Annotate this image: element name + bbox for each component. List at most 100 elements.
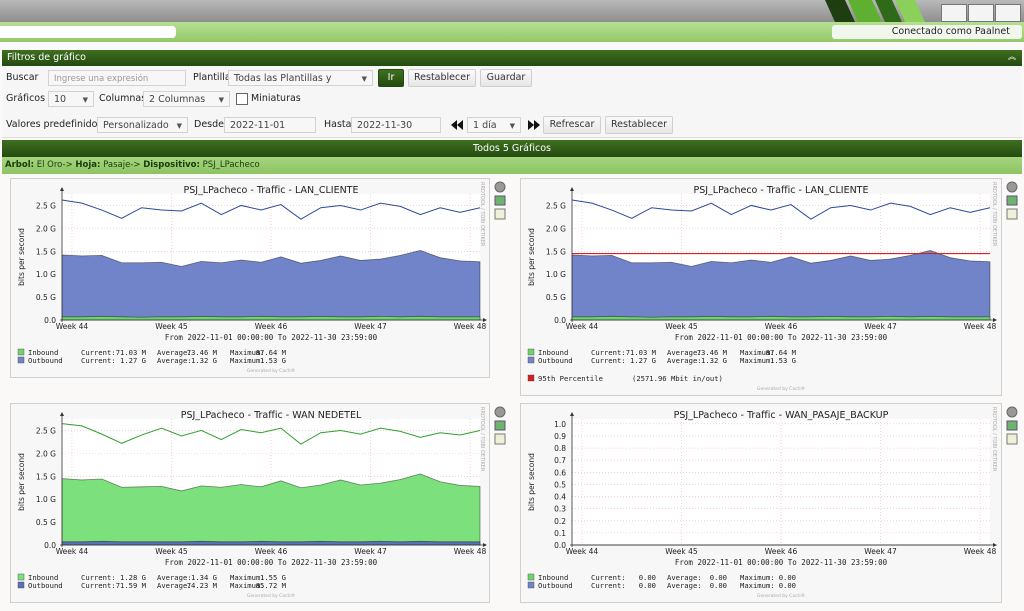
y-axis-label: bits per second: [17, 228, 26, 286]
legend-stat-label: Average:: [667, 581, 702, 590]
from-label: Desde: [194, 118, 224, 132]
graph-export-icon[interactable]: [495, 196, 505, 205]
breadcrumb: Arbol: El Oro-> Hoja: Pasaje-> Dispositi…: [2, 157, 1022, 174]
generated-by: Generated by Cacti®: [247, 592, 295, 599]
y-tick-label: 2.5 G: [36, 426, 56, 435]
generated-by: Generated by Cacti®: [757, 592, 805, 599]
graphs-select[interactable]: 10▼: [48, 91, 94, 107]
y-tick-label: 2.5 G: [546, 201, 566, 210]
side-text: RRDTOOL / TOBI OETIKER: [479, 407, 485, 472]
presets-select[interactable]: Personalizado▼: [97, 117, 188, 133]
graph-data-icon[interactable]: [1007, 209, 1017, 219]
list-view-button[interactable]: [968, 4, 994, 22]
graphs-value: 10: [54, 94, 66, 105]
save-button[interactable]: Guardar: [480, 69, 532, 87]
device-label: Dispositivo:: [143, 160, 200, 170]
graph-data-icon[interactable]: [1007, 434, 1017, 444]
collapse-icon[interactable]: ︽: [1008, 51, 1016, 62]
x-tick-label: Week 44: [56, 322, 89, 331]
graph-settings-icon[interactable]: [1007, 182, 1017, 192]
legend-swatch: [528, 349, 534, 355]
template-value: Todas las Plantillas y gráficos: [234, 73, 332, 86]
y-tick-label: 0.8: [554, 444, 566, 453]
x-tick-label: Week 46: [765, 322, 798, 331]
graph-data-icon[interactable]: [495, 209, 505, 219]
reset-button[interactable]: Restablecer: [408, 69, 476, 87]
graphs-header-title: Todos 5 Gráficos: [473, 143, 551, 154]
legend-stat-value: 71.59 M: [116, 581, 147, 590]
date-range: From 2022-11-01 00:00:00 To 2022-11-30 2…: [675, 333, 888, 342]
x-tick-label: Week 48: [454, 547, 487, 556]
y-tick-label: 0.5 G: [36, 293, 56, 302]
y-tick-label: 1.0 G: [36, 270, 56, 279]
leaf-label: Hoja:: [75, 160, 100, 170]
to-label: Hasta: [324, 118, 351, 132]
preview-view-button[interactable]: [995, 4, 1021, 22]
presets-label: Valores predefinidos: [6, 118, 102, 132]
graph-settings-icon[interactable]: [495, 182, 505, 192]
from-input[interactable]: 2022-11-01 00:00: [224, 117, 316, 133]
legend-name: Outbound: [538, 581, 573, 590]
graph-settings-icon[interactable]: [495, 407, 505, 417]
from-value: 2022-11-01 00:00: [230, 120, 285, 133]
generated-by: Generated by Cacti®: [757, 385, 805, 392]
device-value: PSJ_LPacheco: [203, 160, 260, 170]
graph-settings-icon[interactable]: [1007, 407, 1017, 417]
graph-export-icon[interactable]: [1007, 196, 1017, 205]
area: [62, 541, 480, 545]
shift-left-icon[interactable]: [451, 120, 463, 130]
graph-export-icon[interactable]: [1007, 421, 1017, 430]
date-range: From 2022-11-01 00:00:00 To 2022-11-30 2…: [675, 558, 888, 567]
presets-value: Personalizado: [103, 120, 169, 131]
tree-value: El Oro->: [37, 160, 73, 170]
y-tick-label: 2.0 G: [546, 224, 566, 233]
legend-stat-value: 1.27 G: [630, 356, 656, 365]
legend-stat-value: 0.00: [779, 581, 796, 590]
tree-view-button[interactable]: [941, 4, 967, 22]
y-tick-label: 0.5: [554, 480, 566, 489]
go-button[interactable]: Ir: [378, 69, 404, 87]
columns-value: 2 Columnas: [149, 94, 205, 105]
graph-title: PSJ_LPacheco - Traffic - WAN NEDETEL: [181, 410, 362, 421]
graph: PSJ_LPacheco - Traffic - LAN_CLIENTE0.00…: [11, 179, 506, 378]
tree-label: Arbol:: [5, 160, 34, 170]
search-input[interactable]: Ingrese una expresión regular: [48, 70, 186, 86]
side-text: RRDTOOL / TOBI OETIKER: [479, 182, 485, 247]
span-value: 1 día: [473, 120, 497, 131]
filters-title: Filtros de gráfico: [7, 52, 86, 63]
graph-export-icon[interactable]: [495, 421, 505, 430]
y-tick-label: 0.5 G: [36, 518, 56, 527]
user-info[interactable]: Conectado como Paalnet: [832, 25, 1022, 39]
legend-stat-value: 0.00: [639, 581, 656, 590]
x-tick-label: Week 44: [566, 322, 599, 331]
date-range: From 2022-11-01 00:00:00 To 2022-11-30 2…: [165, 558, 378, 567]
search-label: Buscar: [6, 71, 38, 85]
graphs-header: Todos 5 Gráficos: [2, 140, 1022, 157]
shift-right-icon[interactable]: [528, 120, 540, 130]
reset-time-button[interactable]: Restablecer: [605, 116, 673, 134]
span-select[interactable]: 1 día▼: [467, 117, 521, 133]
legend-stat-value: 1.53 G: [260, 356, 286, 365]
y-axis-label: bits per second: [527, 453, 536, 511]
legend-swatch: [528, 357, 534, 363]
breadcrumb-input: [0, 26, 176, 38]
legend-stat-value: 1.27 G: [120, 356, 146, 365]
legend-stat-label: Current:: [81, 356, 116, 365]
graph-data-icon[interactable]: [495, 434, 505, 444]
legend-stat-label: Maximum:: [740, 581, 775, 590]
refresh-button[interactable]: Refrescar: [543, 116, 601, 134]
y-tick-label: 0.5 G: [546, 293, 566, 302]
y-tick-label: 1.0 G: [36, 495, 56, 504]
legend-swatch: [18, 349, 24, 355]
x-tick-label: Week 48: [454, 322, 487, 331]
legend-stat-value: 1.53 G: [770, 356, 796, 365]
thumbnails-label: Miniaturas: [251, 92, 301, 106]
to-input[interactable]: 2022-11-30 23:59: [351, 117, 441, 133]
y-tick-label: 2.0 G: [36, 449, 56, 458]
template-select[interactable]: Todas las Plantillas y gráficos▼: [228, 70, 373, 86]
template-label: Plantilla: [193, 71, 231, 85]
y-tick-label: 0.7: [554, 456, 566, 465]
columns-select[interactable]: 2 Columnas▼: [143, 91, 230, 107]
thumbnails-checkbox[interactable]: [236, 93, 248, 105]
leaf-value: Pasaje->: [103, 160, 140, 170]
